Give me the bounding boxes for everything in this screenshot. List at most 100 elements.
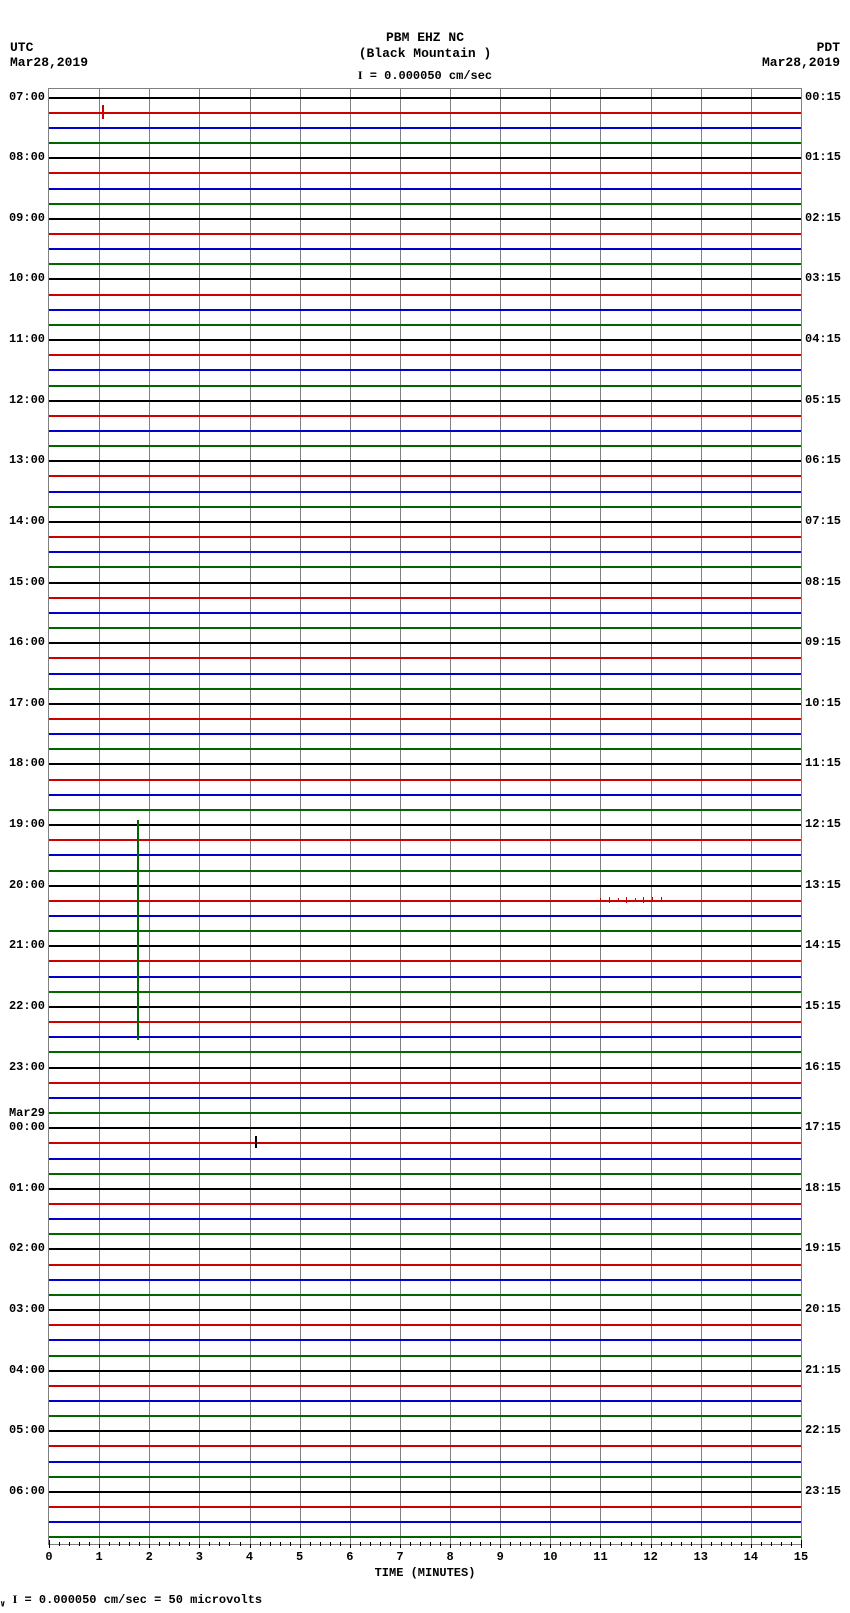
seismic-event-spike — [255, 1136, 257, 1148]
seismogram-trace — [49, 748, 801, 750]
utc-hour-label: 03:00 — [9, 1302, 49, 1316]
xaxis-minor-tick — [631, 1542, 632, 1546]
seismogram-trace — [49, 1158, 801, 1160]
seismogram-trace — [49, 1309, 801, 1311]
xaxis-minor-tick — [119, 1542, 120, 1546]
xaxis-minor-tick — [179, 1542, 180, 1546]
xaxis-label: 9 — [497, 1544, 504, 1564]
seismogram-trace — [49, 1294, 801, 1296]
xaxis-label: 12 — [643, 1544, 657, 1564]
seismogram-trace — [49, 1385, 801, 1387]
seismogram-trace — [49, 324, 801, 326]
xaxis-minor-tick — [560, 1542, 561, 1546]
xaxis-minor-tick — [89, 1542, 90, 1546]
seismogram-trace — [49, 1127, 801, 1129]
seismogram-trace — [49, 1051, 801, 1053]
seismogram-trace — [49, 506, 801, 508]
seismogram-trace — [49, 1476, 801, 1478]
pdt-hour-label: 16:15 — [801, 1060, 841, 1074]
seismic-event-blip — [643, 897, 644, 902]
seismogram-trace — [49, 1264, 801, 1266]
seismogram-trace — [49, 475, 801, 477]
seismogram-trace — [49, 445, 801, 447]
xaxis-minor-tick — [310, 1542, 311, 1546]
seismogram-trace — [49, 930, 801, 932]
xaxis-minor-tick — [741, 1542, 742, 1546]
xaxis-minor-tick — [590, 1542, 591, 1546]
xaxis-minor-tick — [520, 1542, 521, 1546]
seismogram-trace — [49, 597, 801, 599]
xaxis-label: 1 — [96, 1544, 103, 1564]
utc-hour-label: 23:00 — [9, 1060, 49, 1074]
utc-hour-label: 13:00 — [9, 453, 49, 467]
xaxis-minor-tick — [320, 1542, 321, 1546]
seismogram-trace — [49, 369, 801, 371]
seismic-event-blip — [600, 898, 601, 901]
pdt-hour-label: 10:15 — [801, 696, 841, 710]
seismogram-trace — [49, 763, 801, 765]
pdt-hour-label: 18:15 — [801, 1181, 841, 1195]
seismogram-trace — [49, 354, 801, 356]
seismic-event-blip — [609, 897, 610, 903]
seismogram-trace — [49, 824, 801, 826]
utc-hour-label: 10:00 — [9, 271, 49, 285]
pdt-hour-label: 15:15 — [801, 999, 841, 1013]
plot-area: 012345678910111213141507:0000:1508:0001:… — [48, 88, 802, 1545]
pdt-hour-label: 11:15 — [801, 756, 841, 770]
xaxis-title: TIME (MINUTES) — [375, 1544, 476, 1580]
seismogram-trace — [49, 960, 801, 962]
xaxis-minor-tick — [721, 1542, 722, 1546]
seismogram-trace — [49, 733, 801, 735]
seismic-event-blip — [661, 897, 662, 902]
seismogram-trace — [49, 976, 801, 978]
seismogram-trace — [49, 415, 801, 417]
seismogram-trace — [49, 1112, 801, 1114]
xaxis-label: 0 — [45, 1544, 52, 1564]
seismogram-trace — [49, 1355, 801, 1357]
xaxis-minor-tick — [209, 1542, 210, 1546]
seismogram-trace — [49, 566, 801, 568]
seismogram-trace — [49, 885, 801, 887]
seismogram-trace — [49, 157, 801, 159]
xaxis-minor-tick — [270, 1542, 271, 1546]
seismogram-trace — [49, 809, 801, 811]
seismogram-trace — [49, 278, 801, 280]
utc-hour-label: 22:00 — [9, 999, 49, 1013]
xaxis-minor-tick — [280, 1542, 281, 1546]
utc-hour-label: 09:00 — [9, 211, 49, 225]
seismogram-trace — [49, 1067, 801, 1069]
seismic-event-blip — [635, 898, 636, 902]
seismogram-trace — [49, 779, 801, 781]
xaxis-minor-tick — [580, 1542, 581, 1546]
utc-hour-label: 15:00 — [9, 575, 49, 589]
utc-hour-label: 18:00 — [9, 756, 49, 770]
pdt-hour-label: 00:15 — [801, 90, 841, 104]
xaxis-minor-tick — [219, 1542, 220, 1546]
seismic-event-spike — [102, 105, 104, 119]
seismogram-trace — [49, 1173, 801, 1175]
pdt-hour-label: 13:15 — [801, 878, 841, 892]
pdt-hour-label: 12:15 — [801, 817, 841, 831]
seismogram-trace — [49, 188, 801, 190]
pdt-hour-label: 03:15 — [801, 271, 841, 285]
xaxis-minor-tick — [79, 1542, 80, 1546]
pdt-hour-label: 06:15 — [801, 453, 841, 467]
seismogram-trace — [49, 127, 801, 129]
seismogram-trace — [49, 536, 801, 538]
xaxis-minor-tick — [641, 1542, 642, 1546]
seismic-event-blip — [618, 898, 619, 902]
xaxis-minor-tick — [59, 1542, 60, 1546]
xaxis-minor-tick — [490, 1542, 491, 1546]
seismogram-trace — [49, 1430, 801, 1432]
station-location: (Black Mountain ) — [0, 46, 850, 62]
seismogram-trace — [49, 1233, 801, 1235]
xaxis-minor-tick — [661, 1542, 662, 1546]
pdt-hour-label: 22:15 — [801, 1423, 841, 1437]
utc-date-rollover: Mar29 — [9, 1106, 49, 1120]
scale-value: = 0.000050 cm/sec — [363, 69, 493, 83]
utc-hour-label: 05:00 — [9, 1423, 49, 1437]
xaxis-minor-tick — [771, 1542, 772, 1546]
xaxis-minor-tick — [330, 1542, 331, 1546]
pdt-hour-label: 08:15 — [801, 575, 841, 589]
seismogram-trace — [49, 1279, 801, 1281]
